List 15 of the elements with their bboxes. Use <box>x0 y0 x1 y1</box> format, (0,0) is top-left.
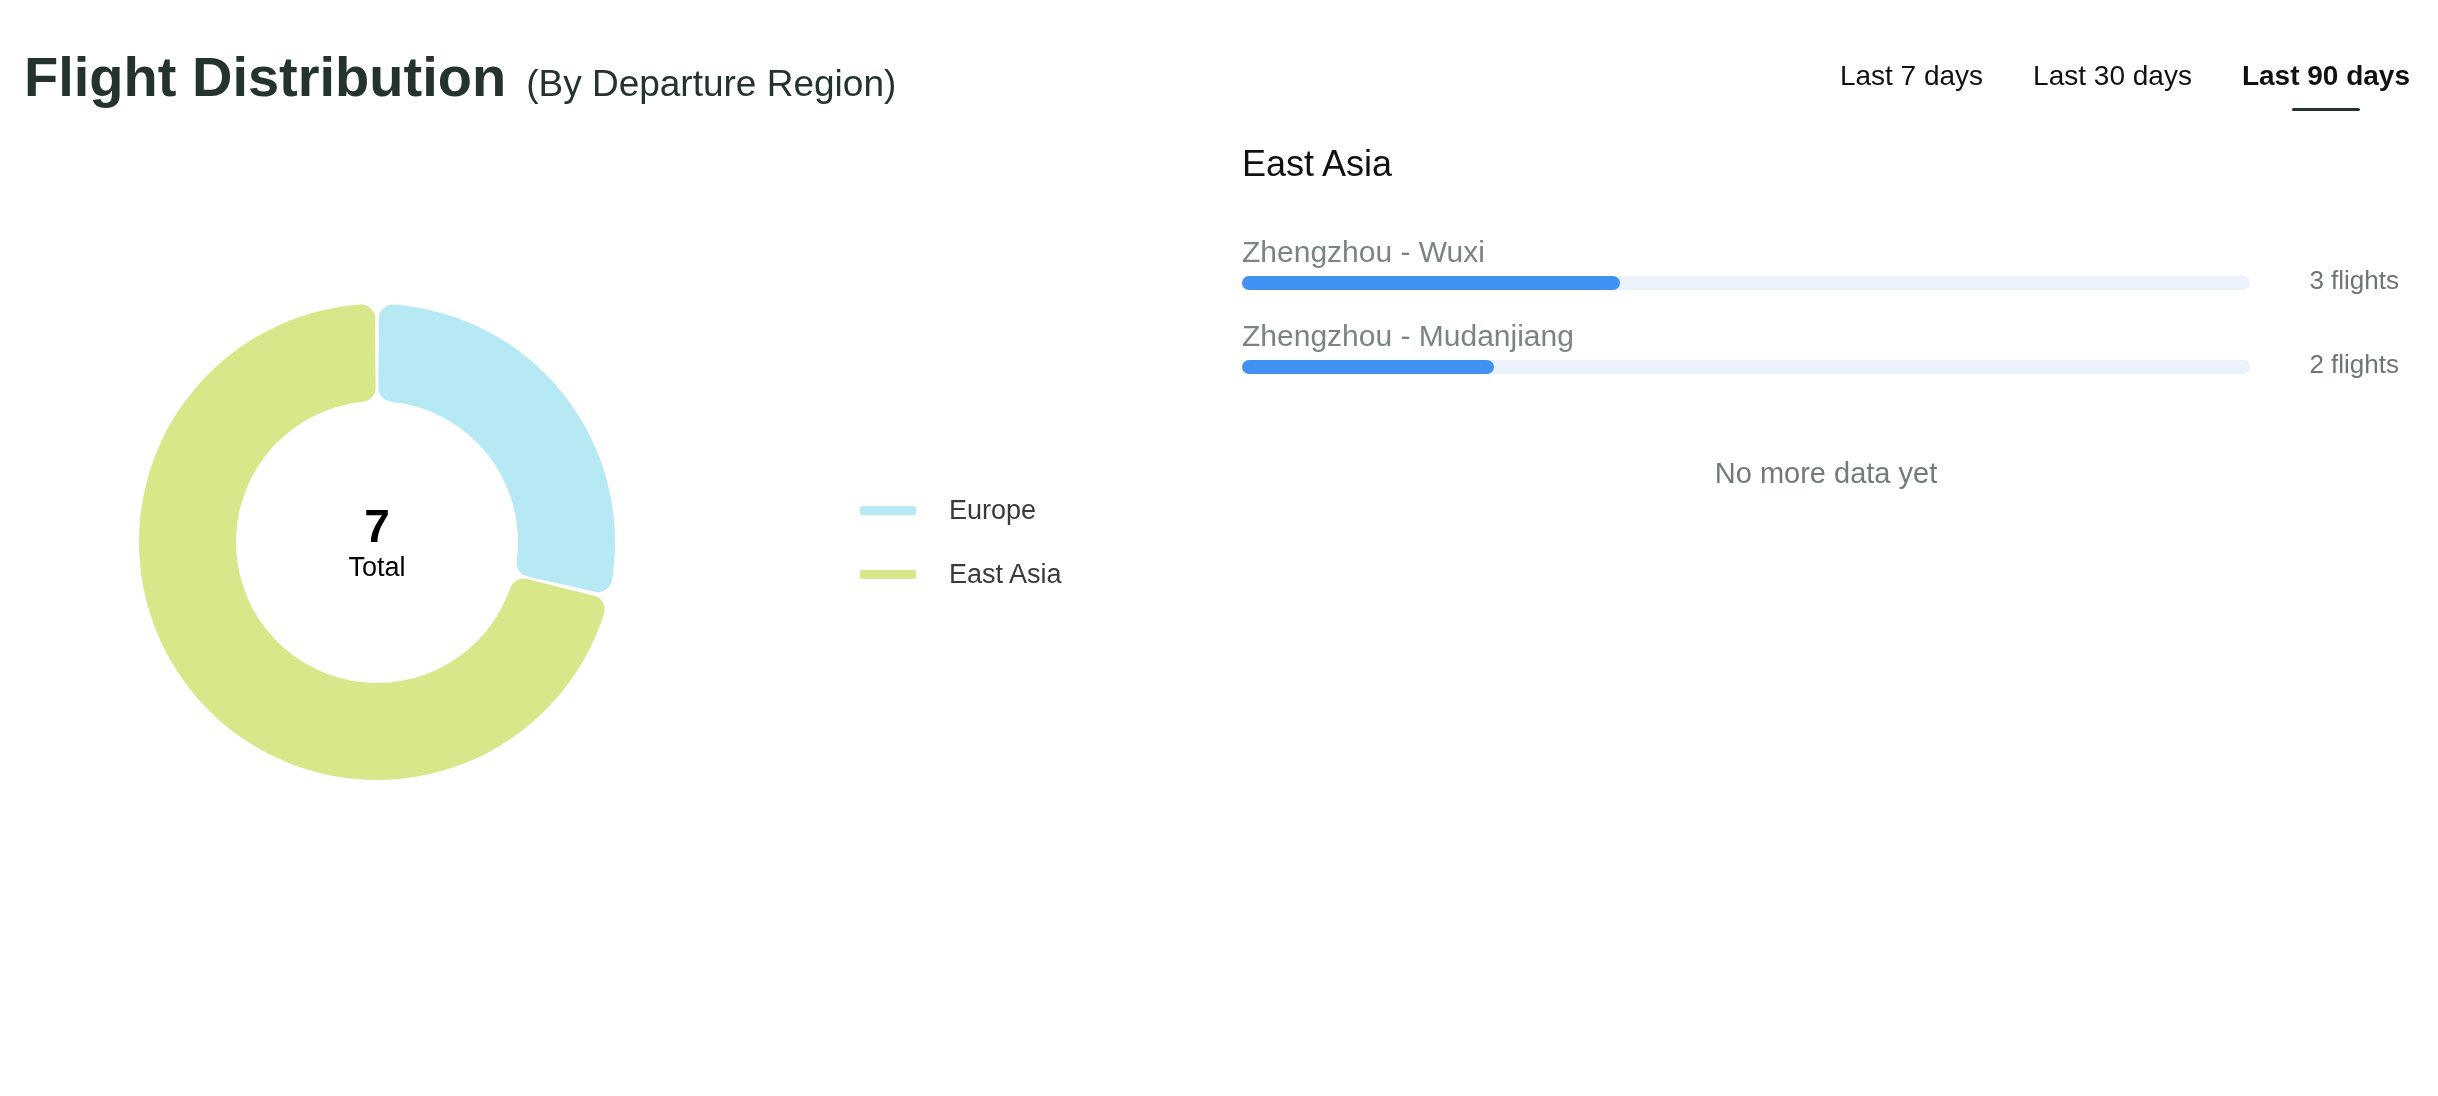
text: 7 <box>364 500 390 552</box>
text: Last 90 days <box>2241 60 2410 91</box>
text: No more data yet <box>1714 457 1938 489</box>
legend-label: East Asia <box>949 558 1062 589</box>
text: Last 7 days <box>1839 60 1984 91</box>
chart-title: East Asia <box>1242 143 1393 184</box>
y-tick-label: Zhengzhou - Mudanjiang <box>1242 319 1574 352</box>
chart-title: Flight Distribution <box>24 45 507 108</box>
legend-label: Europe <box>949 494 1037 525</box>
chart-subtitle: (By Departure Region) <box>526 63 897 105</box>
text: Last 30 days <box>2033 60 2192 91</box>
y-tick-label: Zhengzhou - Wuxi <box>1242 235 1485 268</box>
data-label: 2 flights <box>2309 349 2399 379</box>
text: Total <box>348 552 406 582</box>
data-label: 3 flights <box>2309 265 2399 295</box>
